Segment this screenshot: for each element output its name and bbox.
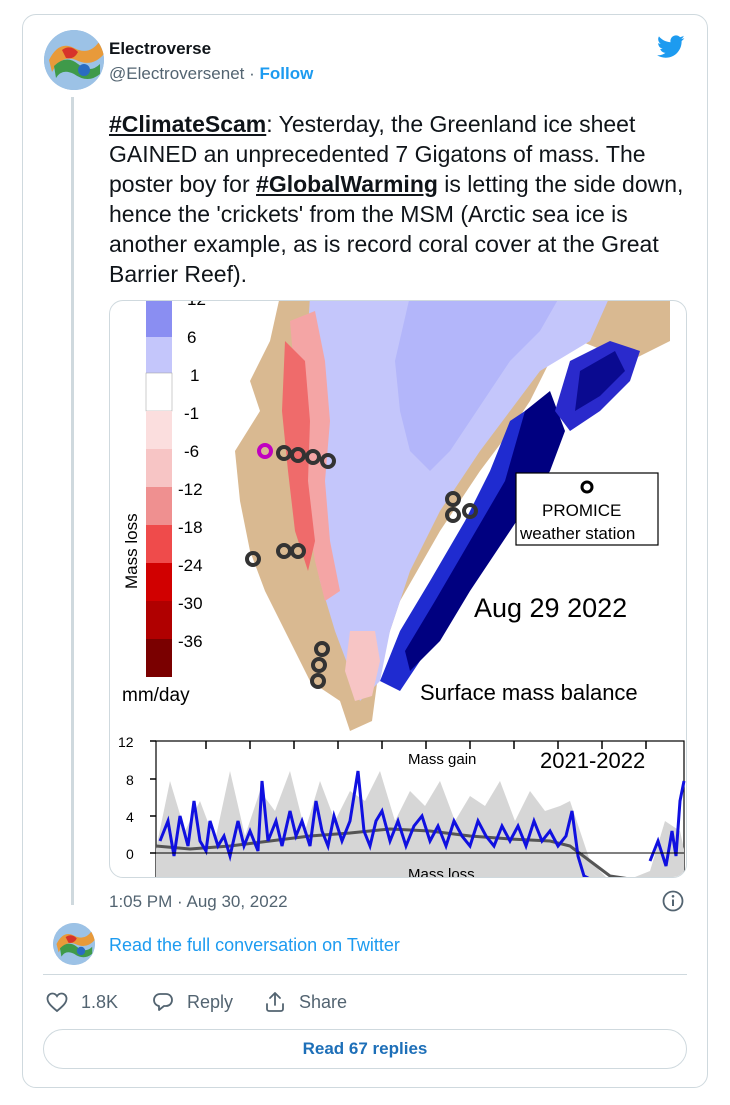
colorbar-tick: -12 <box>178 480 203 499</box>
legend-box <box>515 472 659 546</box>
author-name[interactable]: Electroverse <box>109 39 212 58</box>
like-button[interactable]: 1.8K <box>45 987 118 1017</box>
avatar-small[interactable] <box>53 923 95 965</box>
author-handle-row: @Electroversenet · Follow <box>109 64 313 84</box>
avatar[interactable] <box>44 30 104 90</box>
thread-line <box>71 97 74 905</box>
colorbar-unit: mm/day <box>122 685 190 706</box>
tweet-card: Electroverse @Electroversenet · Follow #… <box>22 14 708 1088</box>
heart-icon <box>46 992 68 1013</box>
tweet-timestamp[interactable]: 1:05 PM · Aug 30, 2022 <box>109 892 288 911</box>
colorbar-tick: -6 <box>184 442 199 461</box>
colorbar-tick: 1 <box>190 366 199 385</box>
colorbar-tick: 6 <box>187 328 196 347</box>
weather-stations <box>245 443 478 689</box>
share-button[interactable]: Share <box>263 987 347 1017</box>
divider <box>43 974 687 975</box>
colorbar-tick: -1 <box>184 404 199 423</box>
timeseries-loss-label: Mass loss <box>408 866 475 878</box>
timeseries-panel <box>150 740 686 877</box>
hashtag-climatescam[interactable]: #ClimateScam <box>109 111 267 137</box>
map-title: Surface mass balance <box>420 680 638 705</box>
hashtag-globalwarming[interactable]: #GlobalWarming <box>256 171 438 197</box>
action-bar: 1.8K Reply Share <box>45 987 645 1017</box>
timeseries-ytick: 4 <box>126 809 134 825</box>
legend-label: weather station <box>519 524 635 543</box>
twitter-bird-icon[interactable] <box>657 35 685 59</box>
handle-separator: · <box>244 64 260 83</box>
legend-station-marker <box>580 480 594 494</box>
colorbar-tick: -30 <box>178 594 203 613</box>
timeseries-gain-label: Mass gain <box>408 751 476 768</box>
tweet-text-part2: is letting the side down, hence the 'cri… <box>109 171 684 287</box>
timeseries-ytick: 0 <box>126 846 134 862</box>
reply-button[interactable]: Reply <box>151 987 233 1017</box>
avatar-small-image <box>53 923 95 965</box>
map-date: Aug 29 2022 <box>474 593 627 623</box>
timeseries-ytick: 12 <box>118 734 134 750</box>
colorbar-label: Mass loss <box>122 513 141 589</box>
colorbar-tick: -24 <box>178 556 203 575</box>
greenland-map <box>235 301 670 731</box>
read-full-conversation-link[interactable]: Read the full conversation on Twitter <box>109 935 400 955</box>
tweet-text: #ClimateScam: Yesterday, the Greenland i… <box>109 109 689 289</box>
timeseries-title: 2021-2022 <box>540 748 645 773</box>
avatar-image <box>44 30 104 90</box>
tweet-media-image[interactable]: 12 6 1 -1 -6 -12 -18 -24 -30 -36 Mass lo… <box>109 300 687 878</box>
share-icon <box>266 992 284 1012</box>
timeseries-ytick: 8 <box>126 772 134 788</box>
read-replies-button[interactable]: Read 67 replies <box>43 1029 687 1069</box>
info-icon[interactable] <box>661 889 685 913</box>
like-count: 1.8K <box>81 991 119 1012</box>
share-label: Share <box>299 991 348 1012</box>
follow-button[interactable]: Follow <box>259 64 314 83</box>
reply-label: Reply <box>187 991 234 1012</box>
greenland-smb-figure: 12 6 1 -1 -6 -12 -18 -24 -30 -36 Mass lo… <box>118 301 686 878</box>
colorbar-tick: -36 <box>178 632 203 651</box>
colorbar <box>145 301 173 677</box>
colorbar-tick: 12 <box>187 301 206 309</box>
tweet-text-part1: : Yesterday, the Greenland ice sheet GAI… <box>109 111 646 197</box>
colorbar-tick: -18 <box>178 518 203 537</box>
legend-label: PROMICE <box>542 501 621 520</box>
author-handle[interactable]: @Electroversenet <box>109 64 245 83</box>
reply-bubble-icon <box>153 993 173 1011</box>
